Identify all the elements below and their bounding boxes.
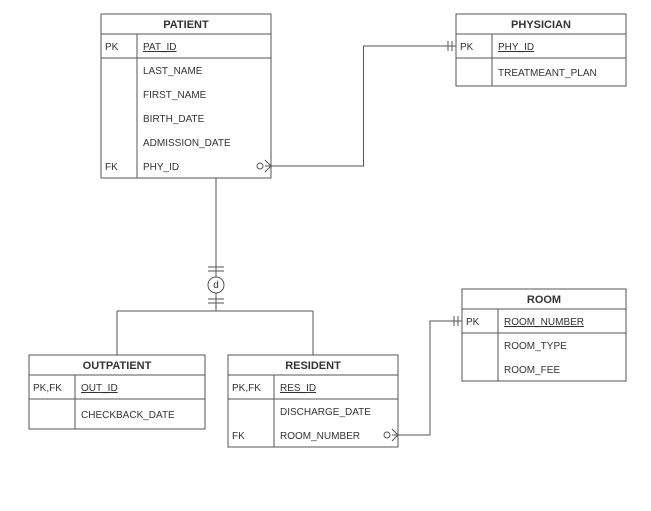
attr-label: ROOM_NUMBER [280,431,360,442]
entity-room: ROOM PK ROOM_NUMBER ROOM_TYPE ROOM_FEE [462,289,626,381]
attr-label: BIRTH_DATE [143,114,205,125]
key-label: PK [466,317,480,328]
connector-subtype-children [117,311,313,355]
entity-title: PHYSICIAN [511,19,571,31]
entity-outpatient: OUTPATIENT PK,FK OUT_ID CHECKBACK_DATE [29,355,205,429]
entity-patient: PATIENT PK PAT_ID LAST_NAME FIRST_NAME BIRTH_… [101,14,271,178]
entity-resident: RESIDENT PK,FK RES_ID DISCHARGE_DATE FK ROOM_… [228,355,398,447]
entity-title: ROOM [527,294,561,306]
key-label: PK [460,42,474,53]
entity-title: RESIDENT [285,360,341,372]
attr-label: PAT_ID [143,42,177,53]
attr-label: CHECKBACK_DATE [81,410,175,421]
key-label: PK [105,42,119,53]
attr-label: PHY_ID [498,42,534,53]
attr-label: OUT_ID [81,383,118,394]
connector-patient-subtype: d [208,178,224,311]
entity-physician: PHYSICIAN PK PHY_ID TREATMEANT_PLAN [456,14,626,86]
connector-patient-physician [257,41,456,172]
subtype-label: d [213,280,219,291]
key-label: PK,FK [232,383,261,394]
attr-label: PHY_ID [143,162,179,173]
key-label: FK [105,162,118,173]
attr-label: ADMISSION_DATE [143,138,231,149]
attr-label: TREATMEANT_PLAN [498,68,597,79]
attr-label: DISCHARGE_DATE [280,407,371,418]
key-label: FK [232,431,245,442]
attr-label: RES_ID [280,383,316,394]
attr-label: ROOM_TYPE [504,341,567,352]
key-label: PK,FK [33,383,62,394]
entity-title: OUTPATIENT [83,360,152,372]
attr-label: ROOM_FEE [504,365,560,376]
attr-label: ROOM_NUMBER [504,317,584,328]
entity-title: PATIENT [163,19,209,31]
attr-label: LAST_NAME [143,66,203,77]
attr-label: FIRST_NAME [143,90,207,101]
